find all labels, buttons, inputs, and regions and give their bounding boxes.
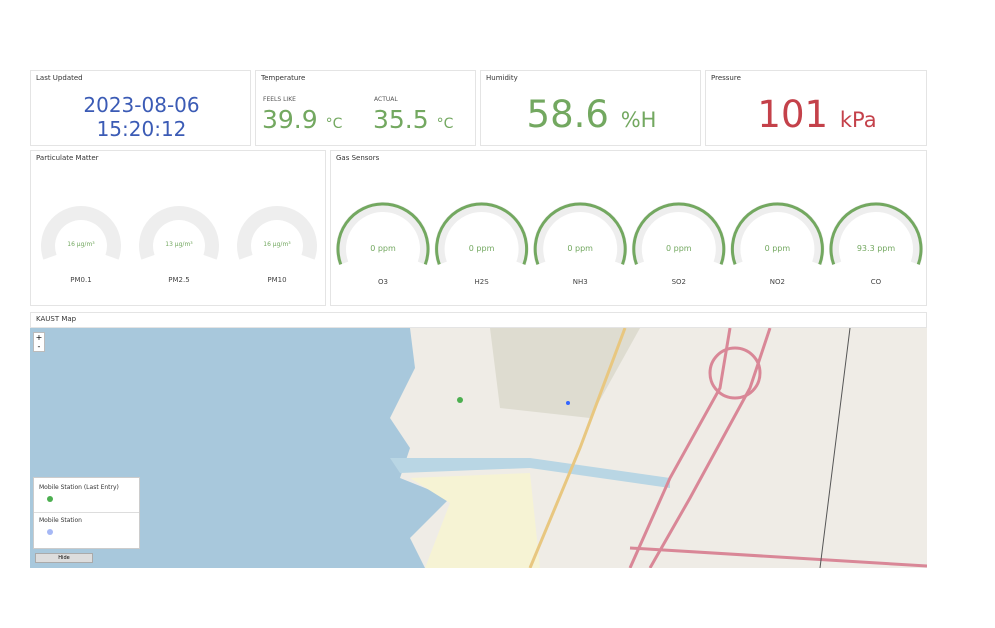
- humidity-value: 58.6 %H: [481, 93, 702, 136]
- station-marker[interactable]: [457, 397, 463, 403]
- gauge-label: NO2: [770, 278, 785, 286]
- zoom-control: + -: [33, 332, 45, 352]
- panel-title: Gas Sensors: [336, 154, 380, 162]
- gauge-value: 16 µg/m³: [67, 241, 95, 248]
- gauge-label: PM2.5: [168, 276, 189, 284]
- panel-title: Pressure: [711, 74, 741, 82]
- legend-label: Mobile Station (Last Entry): [39, 484, 119, 491]
- gauge-track: [41, 206, 121, 260]
- gauge-threshold: [730, 202, 824, 265]
- pressure-panel: Pressure 101 kPa: [705, 70, 927, 146]
- panel-title: Particulate Matter: [36, 154, 99, 162]
- gauge-track: [434, 202, 529, 266]
- time: 15:20:12: [96, 117, 187, 141]
- gauge-track: [631, 202, 726, 266]
- gauge-label: O3: [378, 278, 388, 286]
- feels-like-value: 39.9 °C: [262, 105, 342, 134]
- panel-title: KAUST Map: [36, 315, 77, 323]
- gauge-value: 0 ppm: [567, 244, 593, 253]
- gauge-label: SO2: [672, 278, 686, 286]
- legend-label: Mobile Station: [39, 517, 82, 524]
- legend-item: Mobile Station (Last Entry): [34, 478, 139, 513]
- pressure-value: 101 kPa: [706, 93, 928, 136]
- value: 101: [757, 93, 829, 136]
- map[interactable]: + - Mobile Station (Last Entry) Mobile S…: [30, 328, 927, 568]
- unit: °C: [436, 116, 454, 132]
- campus: [410, 473, 540, 568]
- unit: %H: [620, 108, 657, 132]
- actual-value: 35.5 °C: [373, 105, 453, 134]
- gas-gauges: 0 ppm O3 0 ppm H2S 0 ppm NH3 0 ppm SO2 0 ppm NO2 9…: [336, 202, 923, 286]
- actual-label: ACTUAL: [374, 96, 398, 103]
- zoom-in[interactable]: +: [35, 333, 43, 342]
- panel-title: Temperature: [261, 74, 306, 82]
- gauge-value: 0 ppm: [765, 244, 791, 253]
- date: 2023-08-06: [83, 93, 200, 117]
- gauge-value: 0 ppm: [469, 244, 495, 253]
- unit: °C: [325, 116, 343, 132]
- last-updated-panel: Last Updated 2023-08-06 15:20:12: [30, 70, 251, 146]
- gauge-threshold: [632, 202, 726, 265]
- hide-button[interactable]: Hide: [35, 553, 93, 563]
- district: [490, 328, 640, 418]
- gauge-track: [336, 202, 430, 266]
- map-header: KAUST Map: [30, 312, 927, 328]
- pm-panel: Particulate Matter 16 µg/m³ PM0.1 13 µg/m³…: [30, 150, 326, 306]
- gauge-value: 0 ppm: [370, 244, 396, 253]
- gauge-threshold: [435, 202, 529, 265]
- legend: Mobile Station (Last Entry) Mobile Stati…: [33, 477, 140, 549]
- gauge-threshold: [829, 202, 923, 265]
- gauge-threshold: [336, 202, 430, 265]
- channel: [390, 458, 670, 488]
- gauge-label: PM10: [267, 276, 286, 284]
- road: [528, 328, 627, 568]
- gauge-track: [533, 202, 628, 266]
- gauge-track: [730, 202, 825, 266]
- gauge-value: 16 µg/m³: [263, 241, 291, 248]
- value: 35.5: [373, 105, 429, 134]
- pm-gauges: 16 µg/m³ PM0.1 13 µg/m³ PM2.5 16 µg/m³ PM10: [41, 206, 317, 284]
- gauge-track: [829, 202, 923, 266]
- gauge-value: 13 µg/m³: [165, 241, 193, 248]
- rail: [819, 328, 851, 568]
- value: 58.6: [526, 93, 609, 136]
- zoom-out[interactable]: -: [37, 342, 41, 351]
- station-marker[interactable]: [566, 401, 570, 405]
- legend-swatch: [47, 496, 53, 502]
- value: 39.9: [262, 105, 318, 134]
- gauge-label: H2S: [475, 278, 490, 286]
- gauge-label: NH3: [573, 278, 588, 286]
- gauge-label: CO: [871, 278, 882, 286]
- humidity-panel: Humidity 58.6 %H: [480, 70, 701, 146]
- temperature-panel: Temperature FEELS LIKE 39.9 °C ACTUAL 35…: [255, 70, 476, 146]
- highway: [628, 328, 927, 568]
- map-tiles: [30, 328, 927, 568]
- panel-title: Humidity: [486, 74, 518, 82]
- unit: kPa: [839, 108, 877, 132]
- gauge-threshold: [533, 202, 627, 265]
- legend-item: Mobile Station: [34, 513, 139, 539]
- panel-title: Last Updated: [36, 74, 83, 82]
- gauge-value: 0 ppm: [666, 244, 692, 253]
- legend-swatch: [47, 529, 53, 535]
- feels-like-label: FEELS LIKE: [263, 96, 296, 103]
- gauge-track: [237, 206, 317, 260]
- gauge-track: [139, 206, 219, 260]
- gauge-value: 93.3 ppm: [857, 244, 896, 253]
- interchange: [708, 346, 762, 400]
- gauge-label: PM0.1: [70, 276, 91, 284]
- gas-panel: Gas Sensors 0 ppm O3 0 ppm H2S 0 ppm NH3 0 ppm…: [330, 150, 927, 306]
